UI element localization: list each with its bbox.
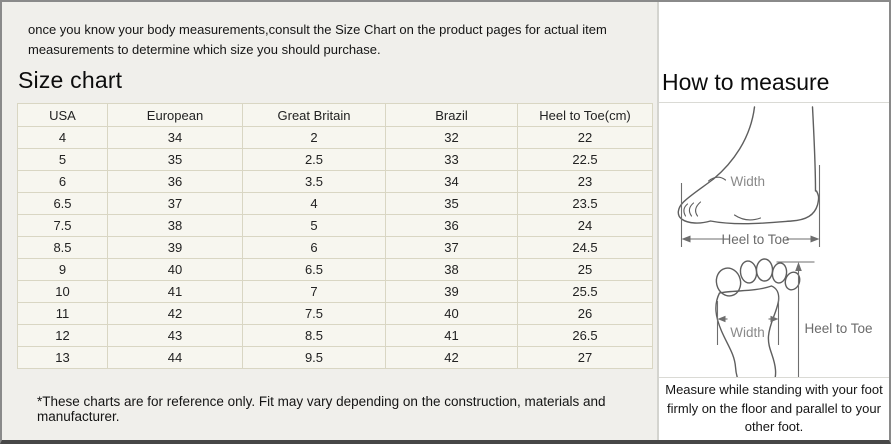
table-cell: 40: [107, 258, 243, 281]
size-chart-title: Size chart: [18, 67, 123, 94]
table-cell: 39: [385, 280, 518, 303]
table-cell: 38: [385, 258, 518, 281]
table-cell: 24: [517, 214, 653, 237]
how-to-measure-panel: How to measure: [657, 2, 889, 440]
table-cell: 43: [107, 324, 243, 347]
table-cell: 34: [107, 126, 243, 149]
table-row: 5 35 2.5 33 22.5: [17, 148, 653, 171]
measure-note-section: Measure while standing with your foot fi…: [659, 378, 889, 440]
side-width-label: Width: [731, 174, 766, 189]
table-cell: 13: [17, 346, 108, 369]
table-row: 10 41 7 39 25.5: [17, 280, 653, 303]
table-column-header: European: [107, 103, 243, 127]
table-row: 12 43 8.5 41 26.5: [17, 324, 653, 347]
foot-sole-view-diagram: Width Heel to Toe: [715, 258, 873, 377]
table-cell: 33: [385, 148, 518, 171]
table-cell: 2: [242, 126, 386, 149]
table-cell: 7.5: [242, 302, 386, 325]
table-column-header: Brazil: [385, 103, 518, 127]
table-cell: 27: [517, 346, 653, 369]
table-cell: 9.5: [242, 346, 386, 369]
table-column-header: Great Britain: [242, 103, 386, 127]
size-table-container: USA European Great Britain Brazil Heel to To…: [2, 103, 657, 378]
table-cell: 23: [517, 170, 653, 193]
table-cell: 38: [107, 214, 243, 237]
table-cell: 25.5: [517, 280, 653, 303]
right-header-section: How to measure: [659, 2, 889, 103]
size-table-header-row: USA European Great Britain Brazil Heel to To…: [17, 103, 653, 127]
table-row: 6.5 37 4 35 23.5: [17, 192, 653, 215]
table-cell: 7: [242, 280, 386, 303]
table-column-header: USA: [17, 103, 108, 127]
table-cell: 26.5: [517, 324, 653, 347]
table-cell: 9: [17, 258, 108, 281]
table-cell: 10: [17, 280, 108, 303]
footnote-section: *These charts are for reference only. Fi…: [2, 378, 657, 440]
table-cell: 37: [107, 192, 243, 215]
table-cell: 6: [242, 236, 386, 259]
sole-width-label: Width: [730, 325, 765, 340]
size-chart-panel: once you know your body measurements,con…: [2, 2, 657, 440]
table-column-header: Heel to Toe(cm): [517, 103, 653, 127]
table-cell: 32: [385, 126, 518, 149]
table-cell: 5: [17, 148, 108, 171]
how-to-measure-title: How to measure: [662, 69, 830, 95]
side-heel-to-toe-label: Heel to Toe: [721, 232, 789, 247]
table-cell: 35: [107, 148, 243, 171]
table-cell: 22.5: [517, 148, 653, 171]
table-cell: 8.5: [242, 324, 386, 347]
table-cell: 39: [107, 236, 243, 259]
footnote-text: *These charts are for reference only. Fi…: [37, 394, 606, 424]
size-table: USA European Great Britain Brazil Heel to To…: [17, 103, 653, 369]
table-row: 8.5 39 6 37 24.5: [17, 236, 653, 259]
table-row: 11 42 7.5 40 26: [17, 302, 653, 325]
table-cell: 22: [517, 126, 653, 149]
table-cell: 3.5: [242, 170, 386, 193]
table-cell: 34: [385, 170, 518, 193]
measurement-diagrams: Width Heel to Toe: [659, 103, 889, 378]
table-cell: 24.5: [517, 236, 653, 259]
table-cell: 4: [17, 126, 108, 149]
table-cell: 42: [107, 302, 243, 325]
table-cell: 12: [17, 324, 108, 347]
table-cell: 36: [107, 170, 243, 193]
table-cell: 2.5: [242, 148, 386, 171]
intro-text: once you know your body measurements,con…: [28, 22, 607, 58]
table-cell: 11: [17, 302, 108, 325]
left-header-section: once you know your body measurements,con…: [2, 2, 657, 103]
measure-note-text: Measure while standing with your foot fi…: [665, 381, 883, 435]
table-cell: 8.5: [17, 236, 108, 259]
table-cell: 44: [107, 346, 243, 369]
table-cell: 41: [107, 280, 243, 303]
table-cell: 26: [517, 302, 653, 325]
table-row: 6 36 3.5 34 23: [17, 170, 653, 193]
table-cell: 25: [517, 258, 653, 281]
table-cell: 41: [385, 324, 518, 347]
table-cell: 36: [385, 214, 518, 237]
table-cell: 7.5: [17, 214, 108, 237]
table-cell: 37: [385, 236, 518, 259]
foot-side-view-diagram: Width Heel to Toe: [677, 106, 821, 247]
table-row: 13 44 9.5 42 27: [17, 346, 653, 369]
table-cell: 6.5: [242, 258, 386, 281]
table-cell: 42: [385, 346, 518, 369]
table-row: 4 34 2 32 22: [17, 126, 653, 149]
table-row: 9 40 6.5 38 25: [17, 258, 653, 281]
table-cell: 6.5: [17, 192, 108, 215]
table-cell: 4: [242, 192, 386, 215]
table-row: 7.5 38 5 36 24: [17, 214, 653, 237]
table-cell: 40: [385, 302, 518, 325]
table-cell: 5: [242, 214, 386, 237]
size-table-body: 4 34 2 32 22 5 35 2.5 33 22.5 6 36 3.5 34 23 6.5 37 4 35 23…: [17, 126, 653, 369]
table-cell: 35: [385, 192, 518, 215]
table-cell: 23.5: [517, 192, 653, 215]
sole-heel-to-toe-label: Heel to Toe: [805, 321, 873, 336]
table-cell: 6: [17, 170, 108, 193]
